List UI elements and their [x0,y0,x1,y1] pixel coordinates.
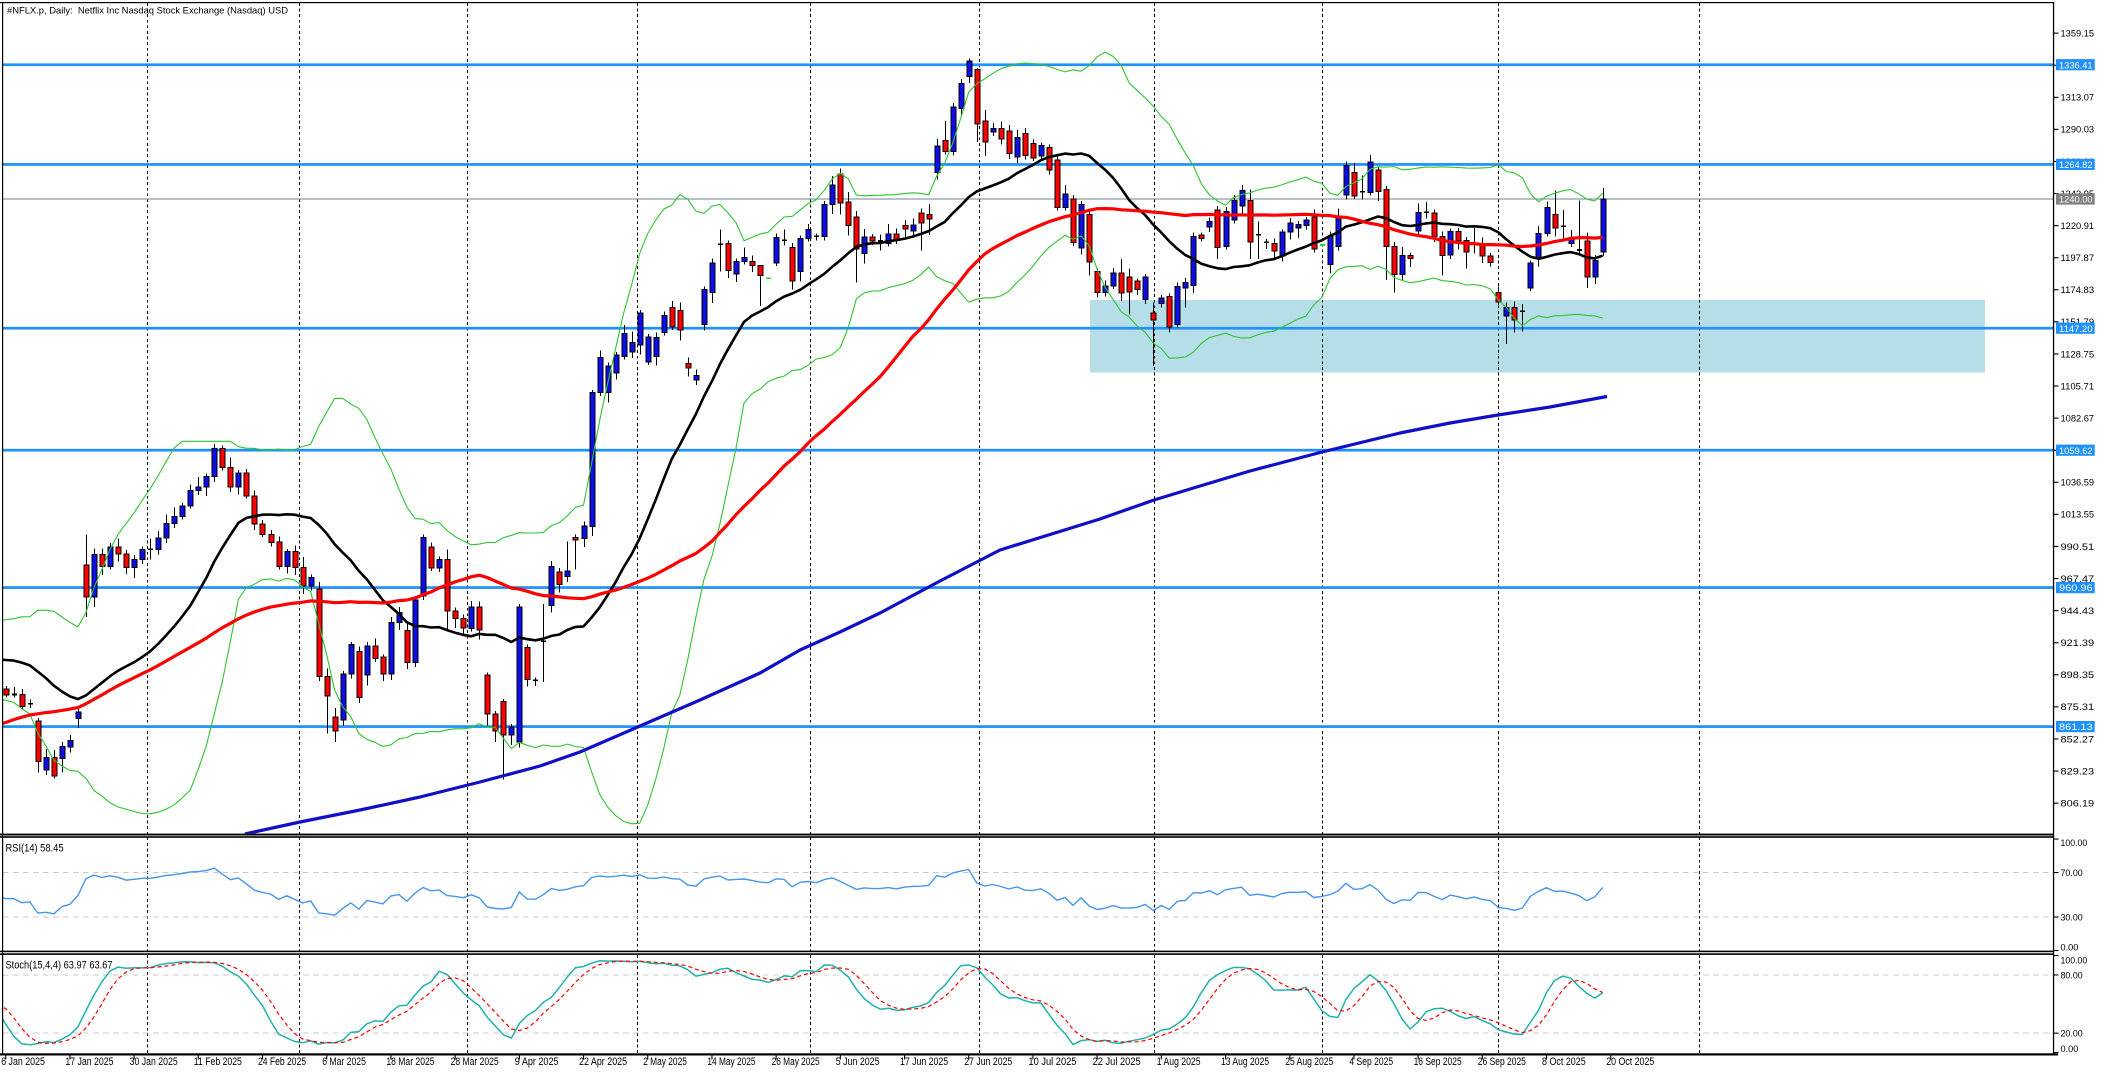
svg-text:967.47: 967.47 [2061,574,2095,585]
svg-text:921.39: 921.39 [2061,638,2095,649]
svg-text:18 Mar 2025: 18 Mar 2025 [386,1056,434,1068]
svg-text:6 Mar 2025: 6 Mar 2025 [322,1056,366,1068]
svg-text:1336.41: 1336.41 [2059,60,2093,71]
svg-text:16 Sep 2025: 16 Sep 2025 [1414,1056,1462,1068]
svg-text:14 May 2025: 14 May 2025 [707,1056,755,1068]
svg-text:1036.59: 1036.59 [2061,478,2095,489]
svg-text:1 Aug 2025: 1 Aug 2025 [1157,1056,1201,1068]
svg-text:30 Jan 2025: 30 Jan 2025 [130,1056,178,1068]
svg-text:22 Jul 2025: 22 Jul 2025 [1093,1056,1141,1068]
svg-text:2 May 2025: 2 May 2025 [643,1056,687,1068]
svg-text:26 May 2025: 26 May 2025 [772,1056,820,1068]
svg-text:829.23: 829.23 [2061,766,2095,777]
svg-text:100.00: 100.00 [2061,838,2088,849]
svg-text:852.27: 852.27 [2061,734,2095,745]
svg-text:17 Jun 2025: 17 Jun 2025 [900,1056,948,1068]
svg-text:1013.55: 1013.55 [2061,510,2095,521]
svg-text:0.00: 0.00 [2061,1044,2079,1055]
svg-text:6 Jan 2025: 6 Jan 2025 [1,1056,45,1068]
svg-text:80.00: 80.00 [2061,970,2083,981]
svg-text:806.19: 806.19 [2061,799,2095,810]
svg-text:100.00: 100.00 [2061,955,2088,966]
svg-text:17 Jan 2025: 17 Jan 2025 [65,1056,113,1068]
svg-text:990.51: 990.51 [2061,542,2095,553]
svg-text:1059.62: 1059.62 [2059,446,2093,457]
svg-text:1197.87: 1197.87 [2061,253,2095,264]
svg-text:13 Aug 2025: 13 Aug 2025 [1221,1056,1269,1068]
svg-text:1290.03: 1290.03 [2061,125,2095,136]
svg-text:1174.83: 1174.83 [2061,285,2095,296]
svg-text:8 Oct 2025: 8 Oct 2025 [1542,1056,1586,1068]
svg-text:898.35: 898.35 [2061,670,2095,681]
svg-text:RSI(14) 58.45: RSI(14) 58.45 [6,843,64,855]
svg-text:1128.75: 1128.75 [2061,349,2095,360]
svg-text:1313.07: 1313.07 [2061,93,2095,104]
svg-text:#NFLX.p, Daily: Netflix Inc N: #NFLX.p, Daily: Netflix Inc Nasdaq Stock… [7,6,288,17]
svg-text:9 Apr 2025: 9 Apr 2025 [515,1056,559,1068]
svg-text:0.00: 0.00 [2061,942,2079,953]
svg-text:960.96: 960.96 [2059,583,2093,594]
svg-text:22 Apr 2025: 22 Apr 2025 [579,1056,627,1068]
svg-text:1105.71: 1105.71 [2061,381,2095,392]
svg-text:5 Jun 2025: 5 Jun 2025 [836,1056,880,1068]
svg-text:1240.00: 1240.00 [2059,195,2093,206]
svg-text:24 Feb 2025: 24 Feb 2025 [258,1056,306,1068]
svg-text:1359.15: 1359.15 [2061,29,2095,40]
svg-text:26 Sep 2025: 26 Sep 2025 [1478,1056,1526,1068]
svg-text:1220.91: 1220.91 [2061,221,2095,232]
svg-text:1264.82: 1264.82 [2059,160,2093,171]
svg-text:944.43: 944.43 [2061,606,2095,617]
svg-text:20 Oct 2025: 20 Oct 2025 [1606,1056,1654,1068]
svg-text:1147.20: 1147.20 [2059,324,2093,335]
svg-text:875.31: 875.31 [2061,702,2095,713]
svg-text:70.00: 70.00 [2061,868,2083,879]
svg-text:Stoch(15,4,4) 63.97 63.67: Stoch(15,4,4) 63.97 63.67 [6,960,113,972]
svg-text:4 Sep 2025: 4 Sep 2025 [1349,1056,1393,1068]
svg-text:10 Jul 2025: 10 Jul 2025 [1028,1056,1076,1068]
svg-text:27 Jun 2025: 27 Jun 2025 [964,1056,1012,1068]
svg-text:30.00: 30.00 [2061,912,2083,923]
svg-text:28 Mar 2025: 28 Mar 2025 [451,1056,499,1068]
svg-text:861.13: 861.13 [2059,722,2093,733]
svg-text:11 Feb 2025: 11 Feb 2025 [194,1056,242,1068]
svg-text:25 Aug 2025: 25 Aug 2025 [1285,1056,1333,1068]
svg-text:20.00: 20.00 [2061,1029,2083,1040]
svg-text:1082.67: 1082.67 [2061,414,2095,425]
